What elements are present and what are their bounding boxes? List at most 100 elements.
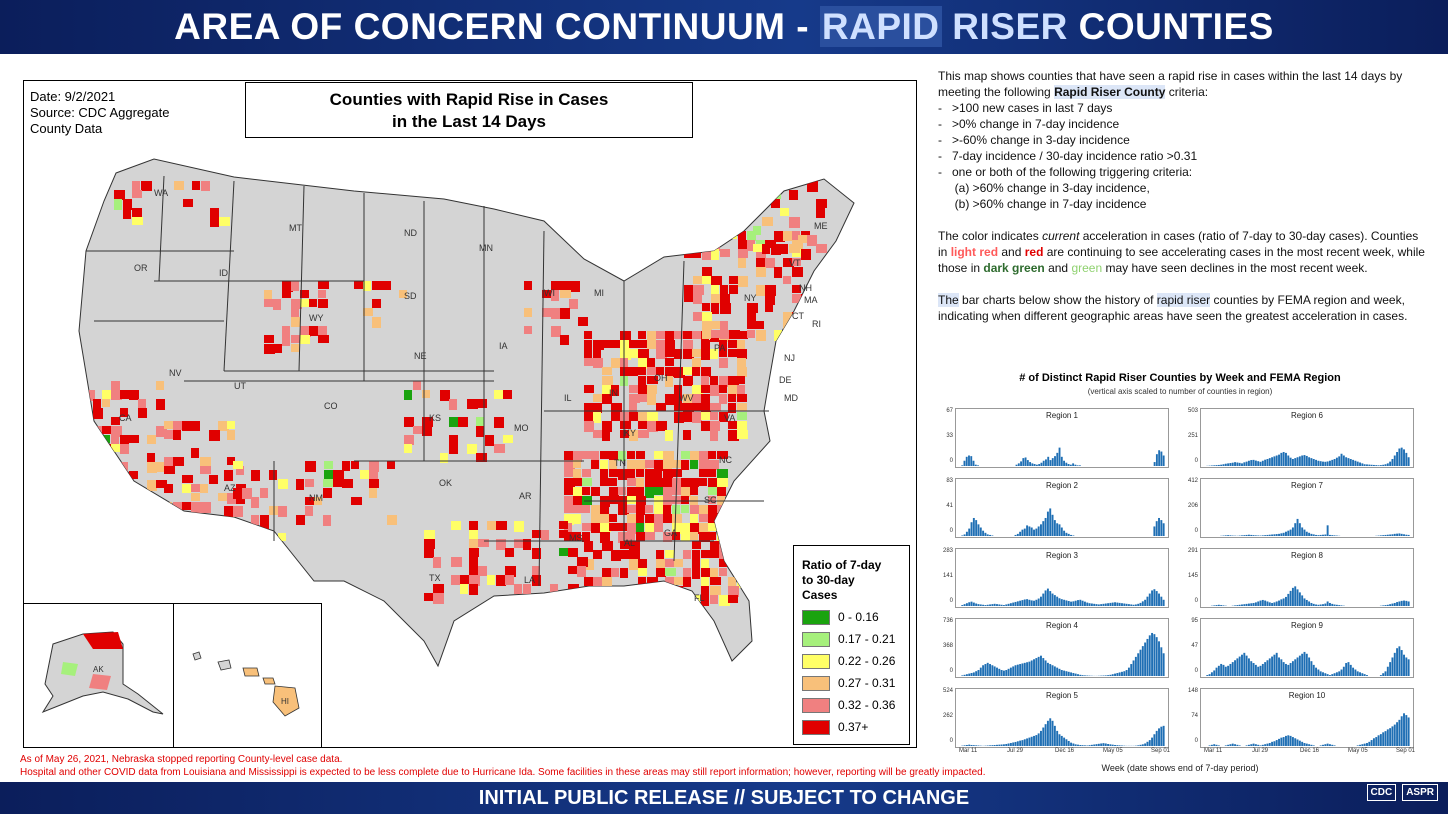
- bar: [1254, 535, 1257, 536]
- bar: [1271, 656, 1274, 676]
- region-panel: Region 2: [955, 478, 1169, 538]
- criteria-item: (b) >60% change in 7-day incidence: [938, 197, 1147, 211]
- bar: [998, 744, 1001, 746]
- county-patch: [173, 421, 183, 430]
- county-patch: [636, 523, 644, 532]
- county-patch: [318, 335, 329, 343]
- bar: [1090, 603, 1093, 606]
- bar: [1015, 464, 1018, 466]
- bar: [1132, 604, 1135, 606]
- county-patch: [674, 367, 685, 378]
- bar: [1322, 744, 1324, 746]
- county-patch: [296, 479, 304, 490]
- county-patch: [647, 376, 658, 384]
- county-patch: [551, 326, 561, 337]
- county-patch: [309, 299, 317, 307]
- bar: [1083, 745, 1086, 746]
- bar: [1148, 593, 1151, 606]
- county-patch: [638, 412, 649, 421]
- county-patch: [323, 515, 331, 526]
- state-border: [158, 175, 165, 282]
- county-patch: [138, 408, 147, 418]
- bar: [1338, 456, 1341, 466]
- county-patch: [132, 208, 142, 217]
- bar: [1208, 745, 1211, 746]
- bar: [984, 605, 987, 606]
- state-label-al: AL: [624, 538, 635, 548]
- county-patch: [233, 488, 244, 499]
- bar: [1162, 725, 1165, 746]
- bar: [1278, 533, 1280, 536]
- bar: [1144, 599, 1147, 606]
- county-patch: [665, 340, 675, 349]
- bar: [1215, 667, 1218, 676]
- county-patch: [291, 317, 300, 327]
- county-patch: [645, 532, 655, 540]
- region-panel-title: Region 3: [1045, 551, 1079, 560]
- bar: [1340, 453, 1343, 466]
- county-patch: [611, 358, 622, 368]
- bar: [1005, 743, 1008, 746]
- bar: [1222, 664, 1225, 676]
- county-patch: [111, 435, 119, 446]
- state-label-sc: SC: [704, 495, 717, 505]
- county-patch: [582, 505, 590, 513]
- county-patch: [690, 505, 701, 514]
- state-label-sd: SD: [404, 291, 417, 301]
- county-patch: [692, 568, 700, 579]
- bar: [982, 530, 985, 536]
- bar: [1247, 744, 1250, 746]
- county-patch: [765, 303, 773, 312]
- county-patch: [422, 426, 432, 436]
- bar: [1035, 599, 1038, 606]
- y-tick-label: 67: [946, 408, 953, 414]
- bar: [975, 520, 978, 536]
- county-patch: [737, 331, 748, 339]
- county-patch: [801, 321, 810, 329]
- x-tick-label: May 05: [1348, 748, 1368, 754]
- region-panel-title: Region 4: [1045, 621, 1079, 630]
- bar: [1393, 602, 1396, 606]
- county-patch: [702, 267, 712, 276]
- bar: [1241, 604, 1243, 606]
- county-patch: [702, 249, 711, 260]
- bar: [1278, 600, 1280, 606]
- county-patch: [600, 478, 611, 486]
- bar: [1153, 526, 1156, 536]
- bar: [968, 528, 971, 536]
- county-patch: [710, 577, 721, 585]
- county-patch: [182, 520, 192, 528]
- bar: [1005, 604, 1008, 606]
- county-patch: [578, 317, 588, 326]
- desc-text: bar charts below show the history of: [958, 293, 1157, 307]
- county-patch: [469, 548, 479, 557]
- county-patch: [460, 584, 468, 594]
- county-patch: [708, 469, 716, 477]
- legend-swatch: [802, 631, 830, 647]
- bar: [1065, 739, 1068, 746]
- legend-item: 0.22 - 0.26: [802, 653, 895, 669]
- bar: [1245, 603, 1248, 606]
- county-patch: [114, 199, 122, 210]
- county-patch: [683, 550, 691, 559]
- county-patch: [765, 258, 775, 268]
- bar: [1009, 667, 1012, 676]
- bar: [1236, 658, 1239, 676]
- county-patch: [209, 520, 218, 531]
- bar: [1051, 593, 1054, 606]
- bar: [1000, 670, 1003, 676]
- bar: [1213, 744, 1216, 746]
- bar: [1065, 600, 1068, 606]
- bar: [1345, 663, 1348, 676]
- county-patch: [318, 299, 328, 308]
- state-label-pa: PA: [714, 343, 725, 353]
- county-patch: [494, 444, 505, 453]
- county-patch: [620, 568, 628, 578]
- bar: [970, 673, 973, 676]
- bar: [1254, 602, 1257, 606]
- county-patch: [638, 331, 646, 339]
- legend-title-1: Ratio of 7-day: [802, 558, 882, 572]
- county-patch: [360, 470, 369, 479]
- county-patch: [609, 478, 617, 486]
- bar: [1285, 452, 1287, 466]
